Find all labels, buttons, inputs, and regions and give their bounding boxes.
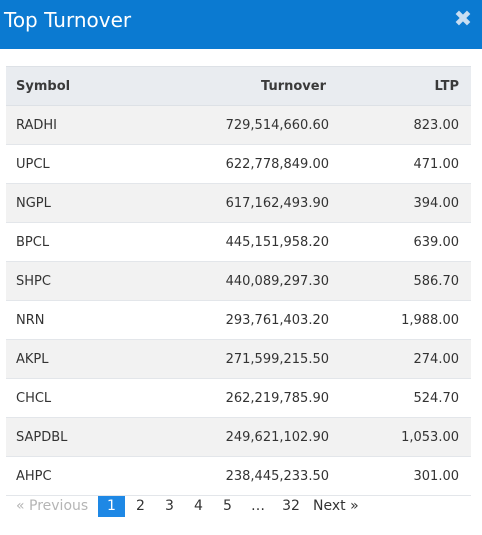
cell-turnover: 622,778,849.00 <box>225 156 329 172</box>
pagination: « Previous 1 2 3 4 5 … 32 Next » <box>10 496 373 517</box>
cell-symbol: RADHI <box>16 117 58 133</box>
table-row[interactable]: SAPDBL 249,621,102.90 1,053.00 <box>6 418 471 457</box>
cell-turnover: 293,761,403.20 <box>225 312 329 328</box>
cell-ltp: 274.00 <box>413 351 460 367</box>
cell-symbol: UPCL <box>16 156 50 172</box>
cell-symbol: SAPDBL <box>16 429 68 445</box>
table-row[interactable]: RADHI 729,514,660.60 823.00 <box>6 106 471 145</box>
cell-turnover: 249,621,102.90 <box>225 429 329 445</box>
cell-ltp: 301.00 <box>413 468 460 484</box>
cell-ltp: 394.00 <box>413 195 460 211</box>
cell-symbol: NRN <box>16 312 45 328</box>
cell-ltp: 1,053.00 <box>401 429 459 445</box>
cell-symbol: SHPC <box>16 273 51 289</box>
table-row[interactable]: UPCL 622,778,849.00 471.00 <box>6 145 471 184</box>
cell-ltp: 586.70 <box>413 273 460 289</box>
modal-header: Top Turnover ✖ <box>0 0 482 49</box>
column-header-ltp[interactable]: LTP <box>434 78 459 94</box>
table-row[interactable]: NRN 293,761,403.20 1,988.00 <box>6 301 471 340</box>
page-button-3[interactable]: 3 <box>165 498 174 514</box>
page-button-32[interactable]: 32 <box>282 498 300 514</box>
cell-ltp: 471.00 <box>413 156 460 172</box>
cell-turnover: 729,514,660.60 <box>225 117 329 133</box>
table-row[interactable]: AHPC 238,445,233.50 301.00 <box>6 457 471 496</box>
modal-title: Top Turnover <box>4 8 132 32</box>
column-header-symbol[interactable]: Symbol <box>16 78 71 94</box>
page-button-1[interactable]: 1 <box>98 496 125 517</box>
cell-symbol: AHPC <box>16 468 52 484</box>
close-icon[interactable]: ✖ <box>453 7 473 32</box>
page-button-2[interactable]: 2 <box>136 498 145 514</box>
turnover-table: Symbol Turnover LTP RADHI 729,514,660.60… <box>6 66 471 496</box>
next-page-button[interactable]: Next » <box>313 498 359 514</box>
cell-symbol: NGPL <box>16 195 51 211</box>
page-ellipsis: … <box>251 498 265 514</box>
table-row[interactable]: NGPL 617,162,493.90 394.00 <box>6 184 471 223</box>
cell-symbol: BPCL <box>16 234 50 250</box>
page-button-4[interactable]: 4 <box>194 498 203 514</box>
cell-turnover: 445,151,958.20 <box>225 234 329 250</box>
table-row[interactable]: BPCL 445,151,958.20 639.00 <box>6 223 471 262</box>
cell-symbol: AKPL <box>16 351 49 367</box>
cell-ltp: 524.70 <box>413 390 460 406</box>
table-row[interactable]: CHCL 262,219,785.90 524.70 <box>6 379 471 418</box>
cell-turnover: 262,219,785.90 <box>225 390 329 406</box>
cell-ltp: 639.00 <box>413 234 460 250</box>
column-header-turnover[interactable]: Turnover <box>261 78 326 94</box>
cell-turnover: 440,089,297.30 <box>225 273 329 289</box>
table-row[interactable]: AKPL 271,599,215.50 274.00 <box>6 340 471 379</box>
cell-ltp: 1,988.00 <box>401 312 459 328</box>
table-header: Symbol Turnover LTP <box>6 66 471 106</box>
cell-ltp: 823.00 <box>413 117 460 133</box>
cell-turnover: 271,599,215.50 <box>225 351 329 367</box>
page-button-5[interactable]: 5 <box>223 498 232 514</box>
table-row[interactable]: SHPC 440,089,297.30 586.70 <box>6 262 471 301</box>
cell-turnover: 238,445,233.50 <box>225 468 329 484</box>
cell-symbol: CHCL <box>16 390 52 406</box>
cell-turnover: 617,162,493.90 <box>225 195 329 211</box>
previous-page-button[interactable]: « Previous <box>16 498 89 514</box>
